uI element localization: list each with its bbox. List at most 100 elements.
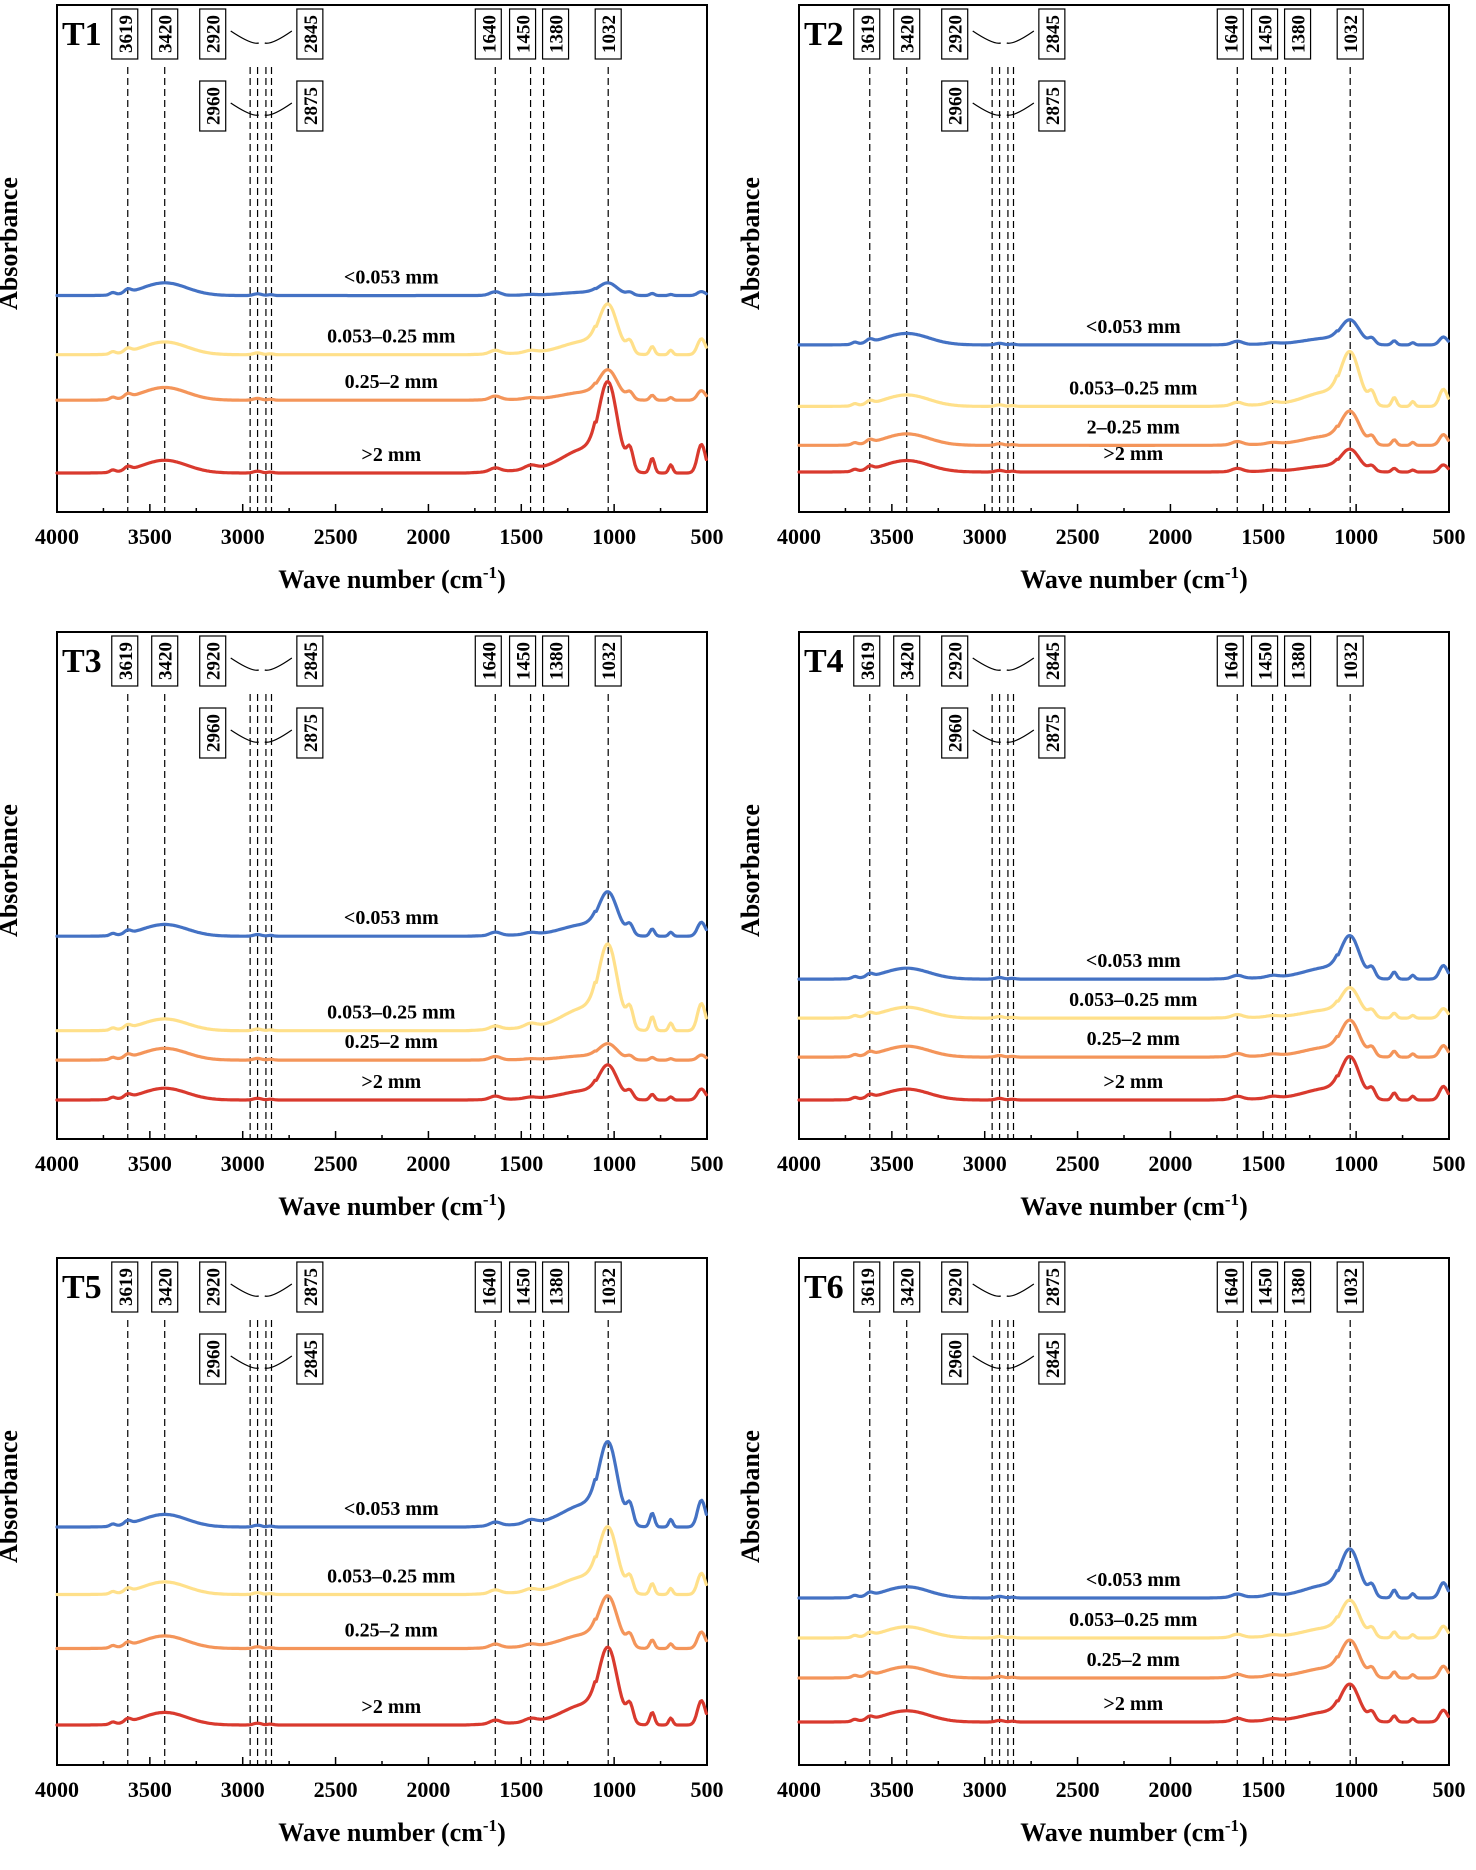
series-line-0: [797, 318, 1450, 347]
peak-label-2960: 2960: [941, 1333, 969, 1385]
x-tick-label: 1500: [499, 1777, 543, 1802]
peak-label-box: [296, 1333, 324, 1385]
peak-label-text: 3619: [116, 642, 137, 680]
peak-label-box: [296, 635, 324, 687]
peak-label-2845: 2845: [296, 1333, 324, 1385]
panel-title: T5: [62, 1269, 102, 1306]
peak-label-3420: 3420: [893, 1261, 921, 1313]
peak-label-3420: 3420: [151, 8, 179, 60]
peak-arrow: [1006, 1283, 1035, 1297]
x-tick-label: 3000: [963, 1777, 1007, 1802]
peak-label-3619: 3619: [853, 1261, 881, 1313]
x-tick-label: 3500: [128, 524, 172, 549]
peak-label-1032: 1032: [1336, 635, 1364, 687]
series-label: 0.25–2 mm: [345, 1620, 439, 1642]
peak-arrow: [1006, 1355, 1035, 1369]
peak-label-1640: 1640: [1216, 8, 1244, 60]
peak-label-box: [853, 635, 881, 687]
panel-title: T6: [804, 1269, 844, 1306]
series-line-3: [797, 1682, 1450, 1724]
peak-label-text: 1032: [1341, 642, 1362, 680]
peak-label-3420: 3420: [151, 635, 179, 687]
peak-label-text: 1640: [479, 642, 500, 680]
peak-arrow: [972, 1355, 1001, 1369]
peak-arrow: [972, 729, 1001, 743]
peak-label-box: [893, 635, 921, 687]
series-label: 0.053–0.25 mm: [1069, 377, 1198, 399]
peak-label-text: 2960: [946, 1340, 967, 1378]
peak-label-box: [151, 8, 179, 60]
peak-arrow: [264, 30, 293, 44]
peak-label-text: 1032: [599, 15, 620, 53]
peak-label-1640: 1640: [474, 1261, 502, 1313]
peak-label-box: [541, 635, 570, 687]
peak-label-box: [1038, 707, 1066, 759]
x-tick-label: 1000: [1334, 1151, 1378, 1176]
peak-label-text: 2920: [946, 1268, 967, 1306]
peak-label-2920: 2920: [941, 635, 969, 687]
peak-label-1380: 1380: [541, 635, 570, 687]
peak-label-text: 1640: [1221, 15, 1242, 53]
x-tick-label: 500: [691, 1151, 724, 1176]
x-tick-label: 1000: [1334, 1777, 1378, 1802]
peak-label-1450: 1450: [508, 1261, 537, 1313]
panel-t5: 4000 3500 3000 2500 2000 1500 1000 500 Wave numb…: [0, 1257, 724, 1847]
peak-label-box: [1336, 8, 1364, 60]
series-line-1: [797, 986, 1450, 1020]
peak-label-text: 3619: [116, 1268, 137, 1306]
peak-label-3619: 3619: [111, 635, 139, 687]
peak-label-box: [541, 8, 570, 60]
x-tick-label: 2000: [1148, 524, 1192, 549]
peak-label-box: [1038, 80, 1066, 132]
peak-label-text: 1450: [514, 642, 535, 680]
series-label: 0.053–0.25 mm: [1069, 1609, 1198, 1631]
peak-label-1032: 1032: [594, 635, 622, 687]
series-label: <0.053 mm: [344, 267, 439, 289]
series-label: 0.25–2 mm: [1087, 1649, 1181, 1671]
peak-label-box: [296, 80, 324, 132]
peak-label-box: [1038, 1261, 1066, 1313]
peak-label-box: [1250, 8, 1279, 60]
peak-label-box: [594, 8, 622, 60]
peak-arrow: [972, 102, 1001, 116]
peak-label-1450: 1450: [1250, 1261, 1279, 1313]
x-tick-label: 1000: [592, 1151, 636, 1176]
y-axis-label: Absorbance: [0, 1430, 23, 1563]
peak-label-box: [508, 635, 537, 687]
peak-label-1032: 1032: [1336, 1261, 1364, 1313]
peak-label-box: [941, 707, 969, 759]
x-tick-label: 1500: [1241, 524, 1285, 549]
peak-label-text: 1032: [599, 1268, 620, 1306]
series-label: 0.25–2 mm: [345, 371, 439, 393]
peak-label-text: 3619: [858, 642, 879, 680]
peak-label-text: 1380: [547, 1268, 568, 1306]
peak-label-3619: 3619: [111, 1261, 139, 1313]
x-tick-label: 1500: [499, 524, 543, 549]
series-label: <0.053 mm: [1086, 1569, 1181, 1591]
series-line-2: [797, 409, 1450, 447]
peak-label-2845: 2845: [1038, 635, 1066, 687]
x-tick-label: 3000: [963, 524, 1007, 549]
peak-label-box: [111, 635, 139, 687]
peak-label-text: 2920: [204, 1268, 225, 1306]
series-label: >2 mm: [361, 1696, 421, 1718]
peak-label-box: [111, 1261, 139, 1313]
series-label: <0.053 mm: [1086, 316, 1181, 338]
peak-label-1380: 1380: [1283, 1261, 1312, 1313]
x-tick-label: 4000: [35, 524, 79, 549]
peak-label-text: 2875: [301, 1268, 322, 1306]
x-tick-label: 2500: [314, 524, 358, 549]
peak-label-box: [199, 8, 227, 60]
series-line-0: [797, 1547, 1450, 1600]
series-label: <0.053 mm: [344, 907, 439, 929]
peak-label-box: [1336, 1261, 1364, 1313]
peak-label-box: [151, 635, 179, 687]
peak-arrow: [264, 1283, 293, 1297]
peak-label-box: [541, 1261, 570, 1313]
peak-label-box: [594, 1261, 622, 1313]
y-axis-label: Absorbance: [736, 1430, 765, 1563]
panel-t3: 4000 3500 3000 2500 2000 1500 1000 500 Wave numb…: [0, 631, 724, 1221]
x-tick-label: 2000: [406, 1151, 450, 1176]
x-axis-label: Wave number (cm-1): [278, 563, 505, 594]
